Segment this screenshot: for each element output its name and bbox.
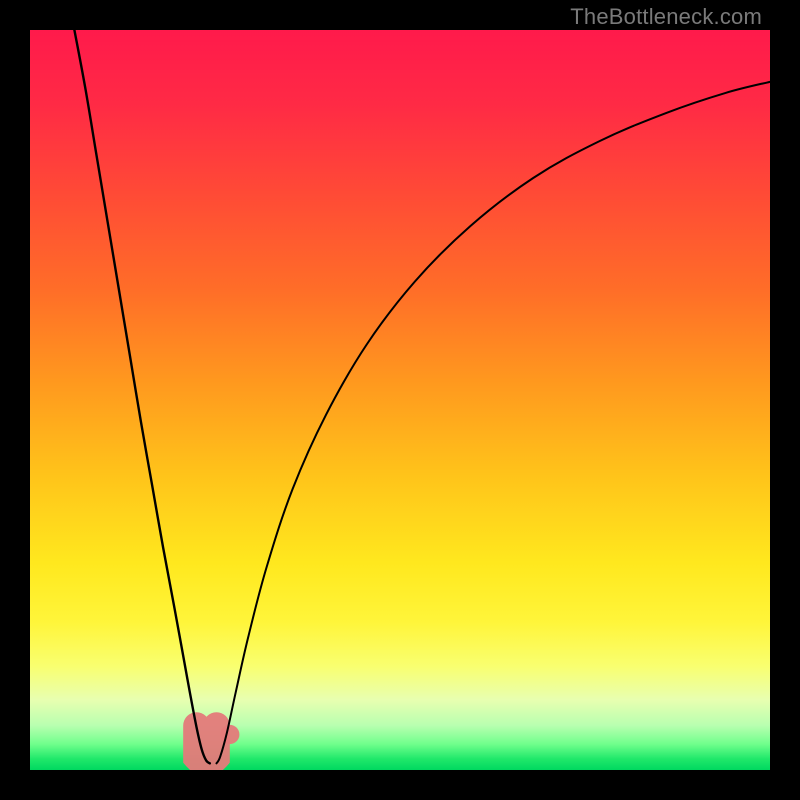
bottleneck-marker bbox=[183, 712, 239, 770]
right-curve bbox=[216, 82, 770, 764]
watermark-text: TheBottleneck.com bbox=[570, 4, 762, 30]
bottleneck-chart bbox=[30, 30, 770, 770]
plot-area bbox=[30, 30, 770, 770]
left-curve bbox=[74, 30, 209, 763]
chart-frame bbox=[0, 0, 800, 800]
